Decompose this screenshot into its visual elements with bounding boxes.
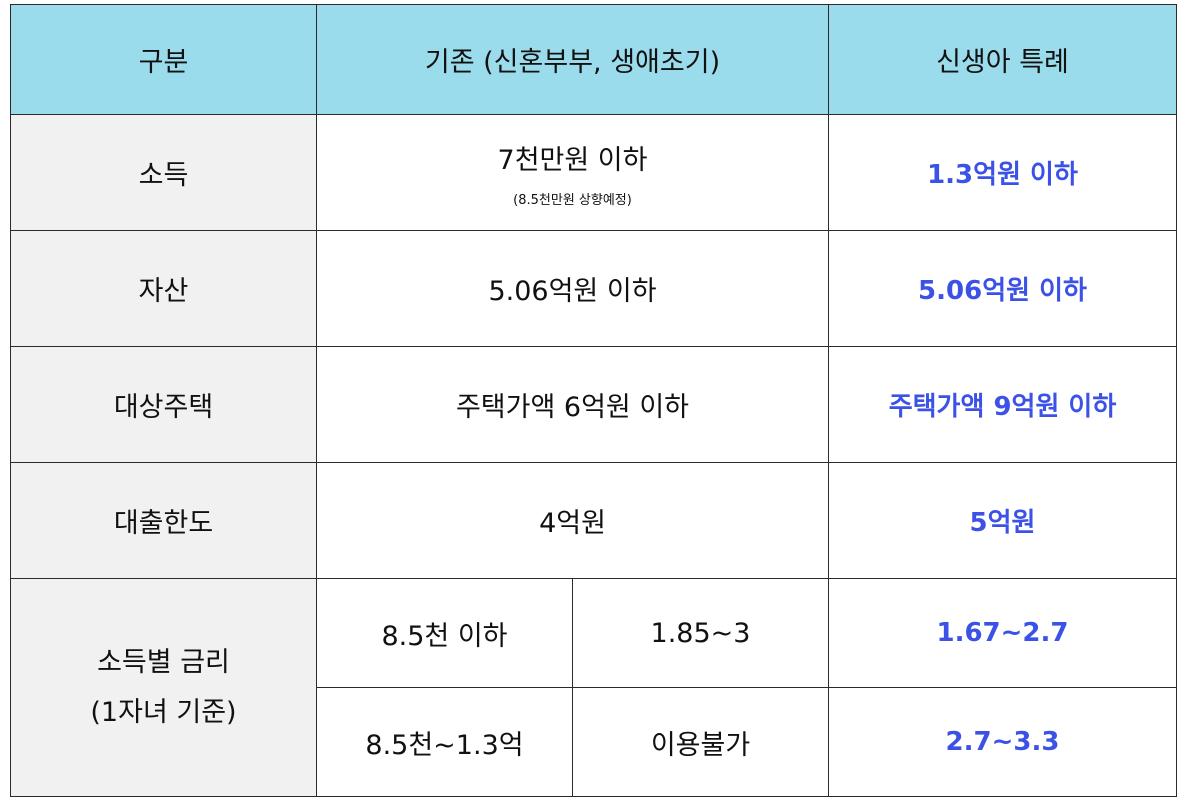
- table-row: 대상주택 주택가액 6억원 이하 주택가액 9억원 이하: [10, 346, 1177, 463]
- rate-existing-tier-1: 1.85~3: [572, 578, 829, 688]
- table-row: 소득별 금리 (1자녀 기준) 8.5천 이하 1.85~3 1.67~2.7: [10, 578, 1177, 797]
- rate-label-line2: (1자녀 기준): [90, 696, 237, 728]
- row-label-loan-limit: 대출한도: [10, 462, 317, 579]
- assets-special-value: 5.06억원 이하: [828, 230, 1177, 347]
- table-row: 대출한도 4억원 5억원: [10, 462, 1177, 579]
- header-row: 구분 기존 (신혼부부, 생애초기) 신생아 특례: [10, 4, 1177, 115]
- row-label-assets: 자산: [10, 230, 317, 347]
- income-existing-cell: 7천만원 이하 (8.5천만원 상향예정): [316, 114, 829, 231]
- rate-existing-tier-2: 이용불가: [572, 687, 829, 797]
- header-existing: 기존 (신혼부부, 생애초기): [316, 4, 829, 115]
- row-label-rate: 소득별 금리 (1자녀 기준): [10, 578, 317, 797]
- header-newborn-special: 신생아 특례: [828, 4, 1177, 115]
- income-existing-value: 7천만원 이하: [497, 144, 648, 176]
- table-row: 자산 5.06억원 이하 5.06억원 이하: [10, 230, 1177, 347]
- table-row: 소득 7천만원 이하 (8.5천만원 상향예정) 1.3억원 이하: [10, 114, 1177, 231]
- house-special-value: 주택가액 9억원 이하: [828, 346, 1177, 463]
- loan-comparison-table: 구분 기존 (신혼부부, 생애초기) 신생아 특례 소득 7천만원 이하 (8.…: [10, 4, 1177, 797]
- comparison-table-wrapper: 구분 기존 (신혼부부, 생애초기) 신생아 특례 소득 7천만원 이하 (8.…: [10, 4, 1177, 797]
- assets-existing-value: 5.06억원 이하: [316, 230, 829, 347]
- income-existing-note: (8.5천만원 상향예정): [513, 192, 632, 208]
- rate-income-tier-2: 8.5천~1.3억: [316, 687, 573, 797]
- table-row: 8.5천~1.3억 이용불가 2.7~3.3: [11, 687, 1177, 797]
- income-special-value: 1.3억원 이하: [828, 114, 1177, 231]
- rate-label-line1: 소득별 금리: [97, 646, 230, 678]
- row-label-income: 소득: [10, 114, 317, 231]
- limit-existing-value: 4억원: [316, 462, 829, 579]
- limit-special-value: 5억원: [828, 462, 1177, 579]
- rate-special-tier-2: 2.7~3.3: [828, 687, 1177, 797]
- rate-income-tier-1: 8.5천 이하: [316, 578, 573, 688]
- rate-special-tier-1: 1.67~2.7: [828, 578, 1177, 688]
- row-label-target-house: 대상주택: [10, 346, 317, 463]
- header-category: 구분: [10, 4, 317, 115]
- house-existing-value: 주택가액 6억원 이하: [316, 346, 829, 463]
